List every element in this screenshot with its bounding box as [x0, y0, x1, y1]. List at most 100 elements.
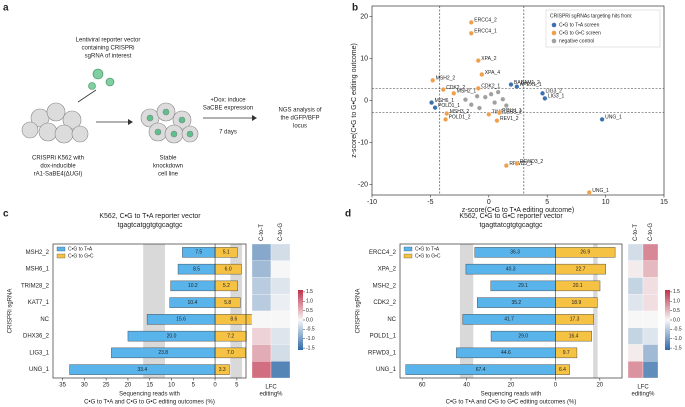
x-axis-label: Sequencing reads with	[481, 392, 542, 398]
point	[477, 105, 482, 111]
x-tick-label: 40	[463, 383, 470, 389]
category-label: MSH6_1	[26, 267, 50, 273]
point	[503, 103, 509, 108]
shaded-range	[143, 244, 165, 378]
point	[514, 161, 520, 166]
colorbar-tick-label: 0.5	[673, 308, 680, 314]
heat-cell	[251, 327, 272, 345]
value-label: 7.0	[227, 350, 234, 356]
heat-cell	[627, 344, 644, 362]
value-label: 5.1	[223, 250, 230, 256]
value-label: 44.6	[501, 350, 511, 356]
value-label: 20.1	[573, 283, 583, 289]
heat-cell	[642, 260, 659, 278]
point	[540, 90, 545, 96]
legend-label: C•G to G•C	[415, 253, 441, 259]
value-label: 40.3	[506, 266, 516, 272]
shaded-range	[593, 244, 598, 378]
point	[429, 100, 435, 106]
heat-cell	[627, 294, 644, 312]
category-label: LIG3_1	[29, 350, 49, 356]
treatment-text: SaCBE expression	[203, 106, 253, 112]
vector-text: sgRNA of interest	[85, 54, 132, 60]
value-label: 7.2	[227, 333, 234, 339]
y-tick-label: 20	[360, 13, 368, 20]
y-axis-label: CRISPRi sgRNA	[356, 289, 362, 334]
value-label: 6.4	[559, 367, 566, 373]
cell-text: dox-inducible	[40, 164, 76, 170]
value-label: 8.6	[230, 317, 237, 323]
plot-frame	[399, 243, 623, 379]
value-label: 10.2	[188, 283, 198, 289]
heat-cell	[642, 327, 659, 345]
chart-subtitle: tgagttatcgtgtgcagtgc	[479, 222, 543, 229]
colorbar-label: LFC	[265, 385, 277, 391]
value-label: 29.0	[518, 333, 528, 339]
heat-cell	[627, 243, 644, 261]
cell-cluster	[21, 102, 89, 144]
colorbar-label: editing%	[631, 392, 655, 398]
colorbar	[298, 290, 303, 350]
heat-cell	[627, 277, 644, 295]
category-label: ERCC4_2	[369, 250, 397, 256]
point	[468, 102, 474, 108]
point	[496, 110, 502, 116]
category-label: MSH2_2	[26, 250, 50, 256]
colorbar-tick-label: 0.0	[673, 317, 680, 323]
x-tick-label: 5	[192, 383, 196, 389]
value-label: 15.6	[176, 317, 186, 323]
point	[482, 94, 488, 100]
heat-cell	[642, 243, 659, 261]
point-label: TIMELESS_2	[492, 110, 523, 116]
arrow	[77, 89, 97, 103]
colorbar-tick-label: 1.5	[306, 289, 313, 295]
heat-cell	[627, 327, 644, 345]
colorbar-tick-label: -1.5	[306, 345, 315, 351]
chart-title: K562, C•G to G•C reporter vector	[459, 213, 563, 220]
point-label: MSH2_2	[436, 76, 456, 82]
legend-swatch	[56, 253, 66, 259]
value-label: 8.5	[193, 266, 200, 272]
heat-cell	[627, 310, 644, 328]
x-axis-label: C•G to T•A and C•G to G•C editing outcom…	[446, 400, 577, 406]
point-label: UNG_1	[592, 188, 609, 194]
y-tick-label: -10	[358, 139, 368, 146]
value-label: 23.8	[158, 350, 168, 356]
value-label: 7.5	[195, 250, 202, 256]
heat-cell	[251, 277, 272, 295]
point-label: POLH_1	[502, 108, 521, 114]
x-tick-label: 35	[59, 383, 66, 389]
heat-cell	[251, 294, 272, 312]
colorbar	[665, 290, 670, 350]
point	[514, 84, 520, 90]
legend-box	[545, 9, 661, 48]
point	[440, 87, 446, 93]
heat-cell	[251, 260, 272, 278]
x-axis-label: Sequencing reads with	[119, 392, 180, 398]
x-tick-label: 20	[596, 383, 603, 389]
value-label: 16.4	[569, 333, 579, 339]
legend-swatch	[403, 253, 413, 259]
cell-cluster	[140, 102, 199, 144]
x-tick-label: 5	[545, 199, 549, 206]
point-label: BABAM1_2	[514, 80, 540, 86]
colorbar-tick-label: 1.0	[306, 299, 313, 305]
category-label: KAT7_1	[28, 300, 50, 306]
readout-text: NGS analysis of	[278, 108, 321, 114]
shaded-range	[230, 244, 243, 378]
shaded-range	[459, 244, 474, 378]
point	[503, 163, 509, 169]
heat-cell	[642, 344, 659, 362]
legend-label: C•G to T•A	[68, 246, 93, 252]
category-label: CDK2_2	[373, 300, 396, 306]
category-label: NC	[387, 317, 396, 323]
arrowhead	[128, 119, 133, 125]
point-label: CDK2_1	[481, 84, 500, 90]
x-tick-label: 0	[554, 383, 558, 389]
value-label: 9.7	[563, 350, 570, 356]
value-label: 6.0	[225, 266, 232, 272]
value-label: 35.2	[511, 300, 521, 306]
value-label: 36.3	[510, 250, 520, 256]
point	[474, 93, 480, 99]
knockdown-text: knockdown	[153, 164, 183, 170]
